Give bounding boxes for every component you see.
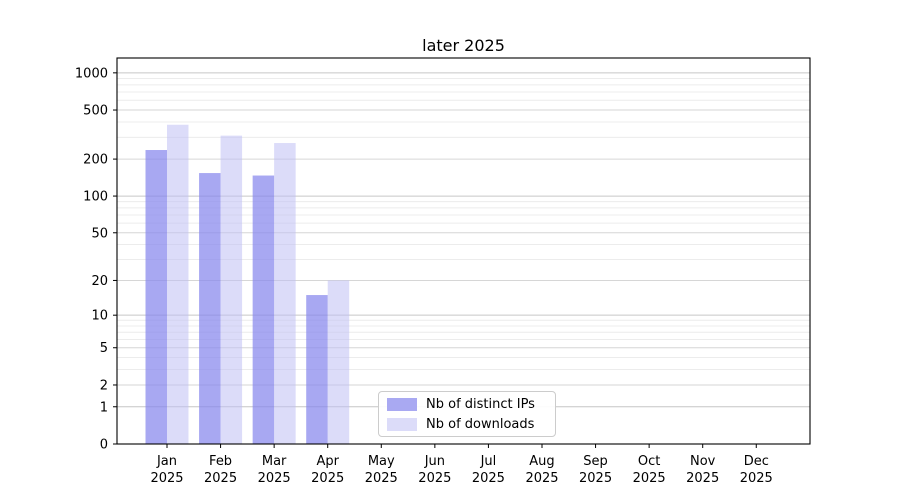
y-tick-label: 5 (100, 341, 108, 356)
bar-downloads-apr (327, 280, 350, 444)
x-tick-label-year: 2025 (204, 471, 237, 486)
legend-swatch-downloads (387, 417, 417, 431)
legend-swatch-distinct-ips (387, 397, 417, 411)
y-tick-label: 0 (100, 438, 108, 453)
legend-row-distinct-ips: Nb of distinct IPs (387, 397, 547, 412)
bar-distinct-ips-jan (145, 150, 167, 444)
x-tick-label-year: 2025 (311, 471, 344, 486)
legend: Nb of distinct IPs Nb of downloads (378, 391, 556, 437)
x-tick-label-year: 2025 (472, 471, 505, 486)
x-tick-label-year: 2025 (150, 471, 183, 486)
chart-title: later 2025 (422, 36, 505, 55)
legend-label-distinct-ips: Nb of distinct IPs (426, 396, 535, 412)
x-tick-label-month: Sep (583, 454, 608, 469)
x-tick-label-month: Dec (744, 454, 769, 469)
x-tick-label-year: 2025 (258, 471, 291, 486)
legend-row-downloads: Nb of downloads (387, 417, 547, 432)
x-tick-label-month: Jul (480, 454, 497, 469)
x-tick-label-year: 2025 (525, 471, 558, 486)
y-tick-label: 20 (91, 274, 108, 289)
x-tick-label-year: 2025 (579, 471, 612, 486)
x-axis: Jan 2025 Feb 2025 Mar 2025 Apr 2025 May 2025 Jun 20… (150, 444, 773, 486)
y-axis: 0 1 2 5 10 20 50 100 200 500 1000 (75, 66, 117, 453)
y-tick-label: 10 (91, 309, 108, 324)
x-tick-label-month: Oct (638, 454, 660, 469)
bars (145, 124, 350, 445)
x-tick-label-year: 2025 (740, 471, 773, 486)
x-tick-label-month: Mar (262, 454, 287, 469)
y-tick-label: 1000 (75, 66, 108, 81)
y-tick-label: 500 (83, 104, 108, 119)
plot-border (116, 57, 811, 445)
x-tick-label-month: Feb (209, 454, 232, 469)
bar-distinct-ips-feb (199, 173, 221, 444)
x-tick-label-year: 2025 (633, 471, 666, 486)
y-tick-label: 2 (100, 378, 108, 393)
x-tick-label-year: 2025 (365, 471, 398, 486)
x-tick-label-month: Nov (690, 454, 716, 469)
x-tick-label-month: Jun (424, 454, 445, 469)
x-tick-label-year: 2025 (418, 471, 451, 486)
x-tick-label-month: Jan (156, 454, 177, 469)
x-tick-label-month: Aug (529, 454, 554, 469)
y-tick-label: 50 (91, 226, 108, 241)
bar-distinct-ips-apr (306, 295, 328, 444)
bar-downloads-jan (167, 124, 189, 445)
x-tick-label-year: 2025 (686, 471, 719, 486)
bar-downloads-mar (274, 143, 296, 445)
bar-distinct-ips-mar (252, 175, 275, 444)
x-tick-label-month: May (368, 454, 395, 469)
legend-label-downloads: Nb of downloads (426, 416, 535, 432)
bar-downloads-feb (220, 135, 243, 444)
y-tick-label: 1 (100, 400, 108, 415)
y-tick-label: 100 (83, 190, 108, 205)
y-tick-label: 200 (83, 153, 108, 168)
x-tick-label-month: Apr (316, 454, 339, 469)
